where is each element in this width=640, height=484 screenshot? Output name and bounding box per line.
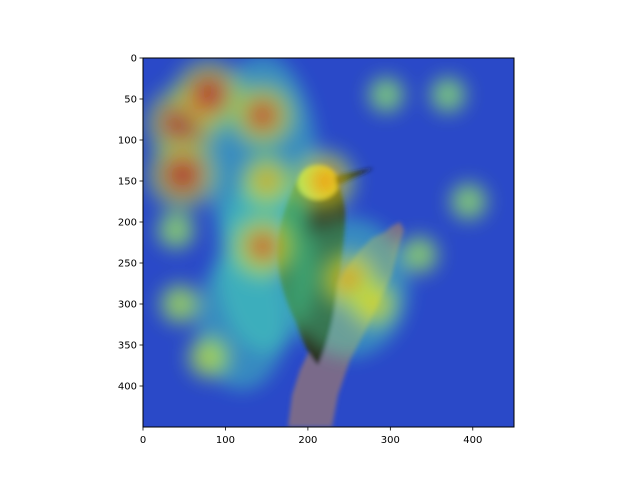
heatmap-hotspot <box>447 180 490 223</box>
x-tick-label: 200 <box>298 435 317 446</box>
y-axis-ticks: 0 50 100 150 200 250 300 350 400 <box>118 54 143 393</box>
heatmap-hotspot <box>157 280 204 328</box>
heatmap-hotspot <box>154 208 198 252</box>
heatmap-hotspot <box>237 151 297 211</box>
y-tick-label: 0 <box>131 54 137 65</box>
image-area <box>143 58 514 427</box>
x-tick-label: 400 <box>463 435 482 446</box>
heatmap-hotspot <box>290 147 358 215</box>
x-tick-label: 100 <box>216 435 235 446</box>
y-tick-label: 400 <box>118 382 137 393</box>
y-tick-label: 100 <box>118 136 137 147</box>
x-axis-ticks: 0 100 200 300 400 <box>140 427 482 446</box>
y-tick-label: 200 <box>118 218 137 229</box>
y-tick-label: 250 <box>118 259 137 270</box>
heatmap-overlay <box>143 58 490 391</box>
y-tick-label: 150 <box>118 177 137 188</box>
y-tick-label: 300 <box>118 300 137 311</box>
heatmap-hotspot <box>143 135 222 214</box>
axes-frame <box>142 57 515 428</box>
heatmap-hotspot <box>365 74 407 116</box>
heatmap-hotspot <box>427 74 469 116</box>
heatmap-hotspot <box>227 211 298 282</box>
y-tick-label: 350 <box>118 341 137 352</box>
x-tick-label: 300 <box>381 435 400 446</box>
heatmap-hotspot <box>346 277 401 331</box>
y-tick-label: 50 <box>124 95 137 106</box>
heatmap-hotspot <box>226 79 299 152</box>
x-tick-label: 0 <box>140 435 146 446</box>
heatmap-hotspot <box>184 332 234 382</box>
heatmap-hotspot <box>397 233 441 277</box>
